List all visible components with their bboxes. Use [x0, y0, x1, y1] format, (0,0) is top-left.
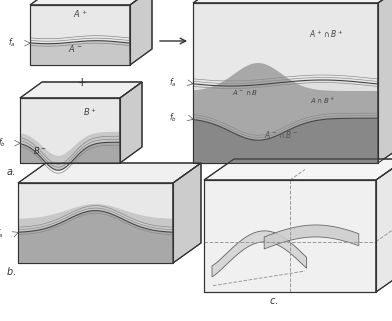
Text: $a.$: $a.$ [6, 167, 16, 177]
Text: $A^-\cap B^-$: $A^-\cap B^-$ [265, 129, 299, 140]
Polygon shape [19, 204, 172, 232]
Polygon shape [264, 225, 359, 249]
Polygon shape [20, 142, 120, 170]
Polygon shape [120, 82, 142, 163]
Text: $f_b$: $f_b$ [0, 137, 6, 150]
Polygon shape [378, 0, 392, 163]
Polygon shape [18, 211, 173, 263]
Polygon shape [20, 98, 120, 163]
Text: $f_a$: $f_a$ [8, 37, 16, 49]
Polygon shape [194, 80, 377, 140]
Polygon shape [212, 231, 307, 277]
Text: $A^+$: $A^+$ [73, 8, 87, 20]
Text: $A^-\cap B$: $A^-\cap B$ [232, 89, 258, 97]
Polygon shape [18, 163, 201, 183]
Polygon shape [30, 0, 152, 5]
Polygon shape [21, 132, 119, 170]
Polygon shape [130, 0, 152, 65]
Polygon shape [18, 183, 173, 263]
Text: $B^-$: $B^-$ [33, 145, 47, 156]
Polygon shape [193, 0, 392, 3]
Text: $b.$: $b.$ [6, 265, 16, 277]
Text: $A^+\cap B^+$: $A^+\cap B^+$ [309, 29, 343, 40]
Text: $A\cap B^+$: $A\cap B^+$ [310, 96, 335, 105]
Text: $B^+$: $B^+$ [83, 107, 97, 118]
Text: $f_a$: $f_a$ [169, 77, 177, 89]
Polygon shape [173, 163, 201, 263]
Polygon shape [194, 63, 377, 140]
Polygon shape [204, 159, 392, 180]
Polygon shape [193, 118, 378, 163]
Polygon shape [193, 3, 378, 163]
Text: $+$: $+$ [76, 76, 88, 90]
Polygon shape [30, 41, 130, 65]
Text: $f_a$: $f_a$ [0, 227, 4, 240]
Polygon shape [30, 5, 130, 65]
Polygon shape [204, 180, 376, 292]
Text: $f_b$: $f_b$ [169, 112, 177, 125]
Text: $A^-$: $A^-$ [68, 43, 82, 54]
Polygon shape [20, 82, 142, 98]
Polygon shape [376, 159, 392, 292]
Text: $c.$: $c.$ [269, 296, 279, 306]
